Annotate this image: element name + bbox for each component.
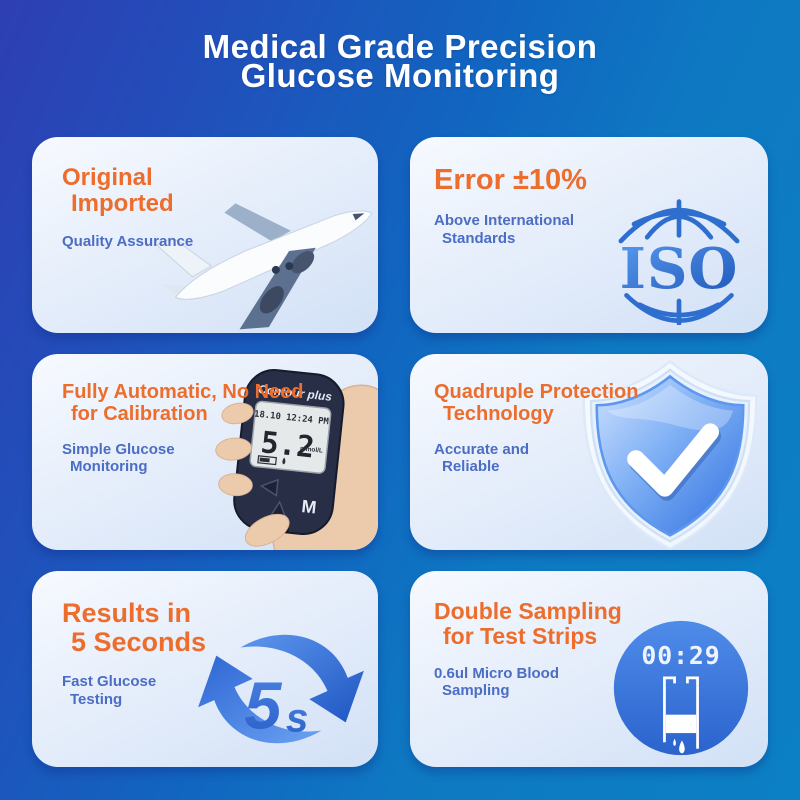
card-text: Fully Automatic, No Need for Calibration…	[62, 381, 304, 476]
card-double-sampling: Double Sampling for Test Strips 0.6ul Mi…	[410, 571, 768, 767]
card-heading: Results in 5 Seconds	[62, 598, 207, 658]
timer-display: 00:29	[641, 641, 720, 670]
meter-unit: mmol/L	[300, 445, 324, 454]
feature-grid: Original Imported Quality Assurance	[32, 137, 768, 767]
meter-body: Contour plus 18.10 12:24 PM 5.2 mmol/L M	[233, 369, 345, 536]
heading-line-1: Quadruple Protection	[434, 381, 639, 403]
blood-drop-glyph	[282, 457, 286, 465]
card-text: Double Sampling for Test Strips 0.6ul Mi…	[434, 599, 622, 699]
shield-check-icon	[582, 360, 758, 550]
card-results-5-seconds: Results in 5 Seconds Fast Glucose Testin…	[32, 571, 378, 767]
title-line-1: Medical Grade Precision	[202, 28, 598, 65]
subtitle-line-1: Above International	[434, 212, 575, 230]
speed-unit: s	[286, 694, 309, 740]
subtitle-line-1: 0.6ul Micro Blood	[434, 664, 560, 682]
speed-number: 5	[244, 669, 282, 743]
glucose-meter-icon: Contour plus 18.10 12:24 PM 5.2 mmol/L M	[215, 369, 378, 550]
heading-line-1: Error ±10%	[434, 164, 587, 196]
card-original-imported: Original Imported Quality Assurance	[32, 137, 378, 333]
card-text: Error ±10% Above International Standards	[434, 164, 587, 247]
card-subtitle: Above International Standards	[434, 212, 587, 247]
page-title: Medical Grade Precision Glucose Monitori…	[0, 0, 800, 94]
subtitle-line-2: Reliable	[442, 458, 500, 476]
card-text: Quadruple Protection Technology Accurate…	[434, 381, 639, 476]
subtitle-line-1: Accurate and	[434, 441, 530, 459]
subtitle-line-1: Simple Glucose	[62, 441, 175, 459]
subtitle-line-2: Standards	[442, 229, 516, 247]
subtitle-line-1: Quality Assurance	[62, 232, 194, 250]
iso-globe-icon: ISO	[618, 199, 740, 325]
heading-line-1: Double Sampling	[434, 598, 622, 624]
card-subtitle: Quality Assurance	[62, 233, 193, 250]
small-drop-glyph	[673, 738, 676, 746]
heading-line-2: for Test Strips	[443, 622, 598, 649]
iso-label: ISO	[620, 236, 739, 302]
card-heading: Error ±10%	[434, 164, 587, 196]
heading-line-2: 5 Seconds	[71, 627, 207, 658]
card-text: Original Imported Quality Assurance	[62, 165, 193, 250]
card-subtitle: Accurate and Reliable	[434, 441, 638, 476]
heading-line-2: Technology	[443, 402, 554, 425]
heading-line-2: for Calibration	[71, 402, 208, 425]
infographic-page: Medical Grade Precision Glucose Monitori…	[0, 0, 800, 767]
five-seconds-icon: 5 s	[198, 634, 364, 743]
subtitle-line-2: Monitoring	[70, 458, 148, 476]
card-fully-automatic: Fully Automatic, No Need for Calibration…	[32, 354, 378, 550]
subtitle-line-2: Sampling	[442, 681, 510, 699]
heading-line-2: Imported	[71, 189, 174, 217]
card-heading: Double Sampling for Test Strips	[434, 599, 622, 649]
card-quadruple-protection: Quadruple Protection Technology Accurate…	[410, 354, 768, 550]
card-subtitle: Fast Glucose Testing	[62, 673, 206, 708]
airplane-icon	[155, 203, 373, 330]
title-line-2: Glucose Monitoring	[240, 57, 560, 94]
heading-line-1: Results in	[62, 598, 192, 628]
card-heading: Fully Automatic, No Need for Calibration	[62, 381, 304, 425]
card-subtitle: 0.6ul Micro Blood Sampling	[434, 665, 622, 700]
heading-line-1: Fully Automatic, No Need	[62, 381, 304, 403]
subtitle-line-1: Fast Glucose	[62, 673, 157, 691]
card-text: Results in 5 Seconds Fast Glucose Testin…	[62, 598, 207, 708]
card-error-rate: Error ±10% Above International Standards	[410, 137, 768, 333]
meter-memory-button: M	[301, 496, 318, 517]
timer-strip-icon: 00:29	[613, 620, 749, 756]
card-heading: Original Imported	[62, 165, 193, 217]
heading-line-1: Original	[62, 164, 153, 191]
subtitle-line-2: Testing	[70, 690, 123, 708]
large-drop-glyph	[679, 740, 685, 754]
card-subtitle: Simple Glucose Monitoring	[62, 441, 304, 476]
card-heading: Quadruple Protection Technology	[434, 381, 639, 425]
